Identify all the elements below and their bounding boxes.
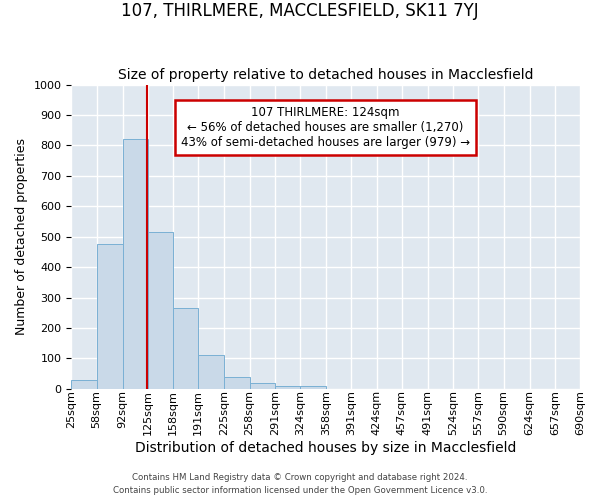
Bar [97, 244, 122, 389]
Bar [300, 386, 326, 389]
X-axis label: Distribution of detached houses by size in Macclesfield: Distribution of detached houses by size … [135, 441, 517, 455]
Text: 107 THIRLMERE: 124sqm
← 56% of detached houses are smaller (1,270)
43% of semi-d: 107 THIRLMERE: 124sqm ← 56% of detached … [181, 106, 470, 149]
Bar [148, 232, 173, 389]
Bar [173, 308, 198, 389]
Y-axis label: Number of detached properties: Number of detached properties [15, 138, 28, 335]
Text: 107, THIRLMERE, MACCLESFIELD, SK11 7YJ: 107, THIRLMERE, MACCLESFIELD, SK11 7YJ [121, 2, 479, 21]
Bar [71, 380, 97, 389]
Bar [250, 383, 275, 389]
Bar [122, 140, 148, 389]
Text: Contains HM Land Registry data © Crown copyright and database right 2024.
Contai: Contains HM Land Registry data © Crown c… [113, 474, 487, 495]
Bar [224, 377, 250, 389]
Title: Size of property relative to detached houses in Macclesfield: Size of property relative to detached ho… [118, 68, 533, 82]
Bar [275, 386, 300, 389]
Bar [198, 356, 224, 389]
